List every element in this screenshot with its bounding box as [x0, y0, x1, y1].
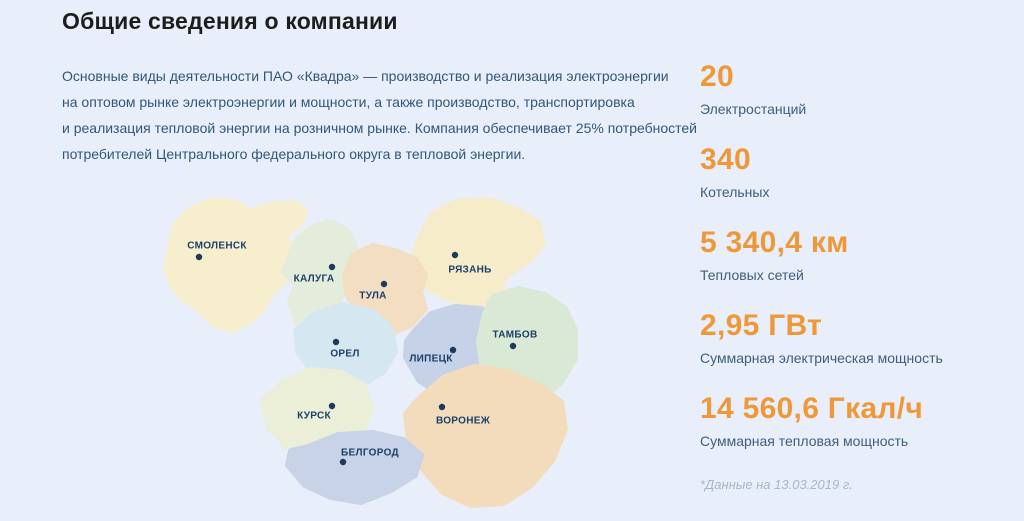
- regions-map: СМОЛЕНСК КАЛУГА ТУЛА РЯЗАНЬ ОРЕЛ ЛИПЕЦК …: [163, 197, 578, 509]
- city-dot-ryazan: [451, 251, 459, 259]
- stat-boiler-houses: 340 Котельных: [700, 143, 1015, 201]
- city-dot-orel: [332, 338, 340, 346]
- stat-value: 5 340,4 км: [700, 226, 849, 259]
- stat-thermal-capacity: 14 560,6 Гкал/ч Суммарная тепловая мощно…: [700, 392, 1015, 450]
- company-description: Основные виды деятельности ПАО «Квадра» …: [62, 63, 698, 167]
- city-label-ryazan: РЯЗАНЬ: [448, 264, 492, 276]
- description-line: и реализация тепловой энергии на розничн…: [62, 120, 698, 136]
- city-label-kaluga: КАЛУГА: [293, 273, 335, 285]
- city-dots: [195, 251, 517, 466]
- city-label-kursk: КУРСК: [297, 410, 331, 422]
- region-orel: [293, 302, 398, 388]
- description-line: потребителей Центрального федерального о…: [62, 146, 526, 162]
- page-title: Общие сведения о компании: [62, 8, 398, 34]
- city-label-lipetsk: ЛИПЕЦК: [409, 353, 453, 365]
- city-dot-belgorod: [339, 458, 347, 466]
- city-dot-lipetsk: [449, 346, 457, 354]
- stat-label: Тепловых сетей: [700, 267, 804, 283]
- regions-map-svg: [163, 197, 578, 508]
- description-line: на оптовом рынке электроэнергии и мощнос…: [62, 94, 635, 110]
- region-belgorod: [285, 430, 424, 505]
- stat-heat-networks: 5 340,4 км Тепловых сетей: [700, 226, 1015, 284]
- city-dot-kursk: [328, 402, 336, 410]
- stat-value: 2,95 ГВт: [700, 309, 823, 342]
- stat-electric-capacity: 2,95 ГВт Суммарная электрическая мощност…: [700, 309, 1015, 367]
- city-dot-tambov: [509, 342, 517, 350]
- city-label-smolensk: СМОЛЕНСК: [187, 240, 247, 252]
- city-label-tula: ТУЛА: [359, 290, 387, 302]
- city-dot-voronezh: [438, 403, 446, 411]
- key-figures: 20 Электростанций 340 Котельных 5 340,4 …: [700, 60, 1015, 493]
- city-label-belgorod: БЕЛГОРОД: [341, 447, 399, 459]
- city-label-orel: ОРЕЛ: [330, 348, 360, 360]
- stat-label: Котельных: [700, 184, 770, 200]
- stat-label: Электростанций: [700, 101, 807, 117]
- stat-value: 340: [700, 143, 751, 176]
- region-ryazan: [409, 197, 546, 312]
- city-dot-kaluga: [328, 263, 336, 271]
- data-date-footnote: *Данные на 13.03.2019 г.: [700, 477, 853, 492]
- city-label-voronezh: ВОРОНЕЖ: [435, 415, 491, 427]
- city-dot-smolensk: [195, 253, 203, 261]
- description-line: Основные виды деятельности ПАО «Квадра» …: [62, 68, 669, 84]
- stat-label: Суммарная электрическая мощность: [700, 350, 943, 366]
- city-label-tambov: ТАМБОВ: [492, 329, 538, 341]
- region-voronezh: [403, 364, 568, 508]
- stat-value: 14 560,6 Гкал/ч: [700, 392, 924, 425]
- stat-label: Суммарная тепловая мощность: [700, 433, 909, 449]
- city-dot-tula: [380, 280, 388, 288]
- stat-value: 20: [700, 60, 734, 93]
- stat-power-plants: 20 Электростанций: [700, 60, 1015, 118]
- region-smolensk: [163, 198, 308, 333]
